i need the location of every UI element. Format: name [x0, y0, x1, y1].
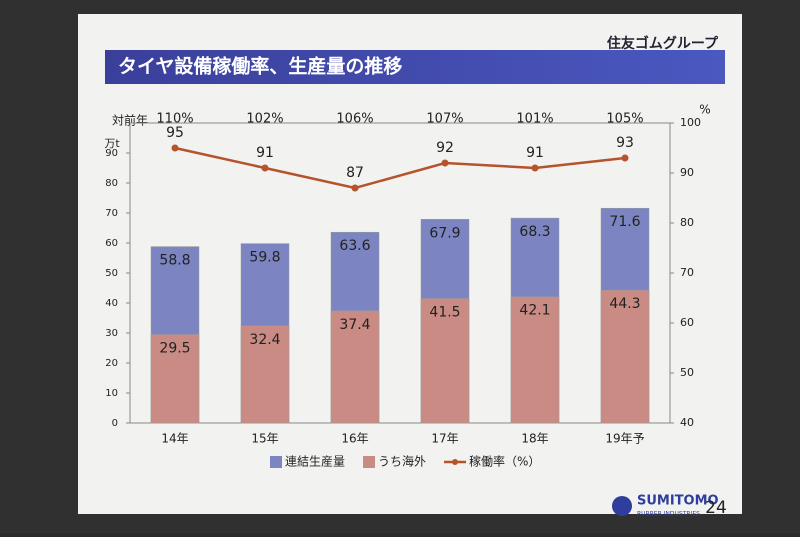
yoy-value: 102%: [246, 112, 283, 127]
page-number: 24: [705, 498, 727, 518]
bar-value-label: 37.4: [339, 317, 370, 333]
yoy-value: 107%: [426, 112, 463, 127]
x-tick-label: 18年: [521, 432, 548, 446]
slide-title: タイヤ設備稼働率、生産量の推移: [118, 55, 402, 78]
x-tick-label: 15年: [251, 432, 278, 446]
bar-value-label: 67.9: [429, 225, 460, 241]
bar: [420, 298, 470, 424]
x-tick-label: 17年: [431, 432, 458, 446]
bar-value-label: 41.5: [429, 305, 460, 321]
y2-tick-label: 80: [680, 216, 694, 229]
bar: [600, 289, 650, 424]
bar-value-label: 58.8: [159, 253, 190, 269]
y-tick-label: 90: [105, 148, 118, 159]
x-tick-label: 16年: [341, 432, 368, 446]
line-point: [621, 154, 629, 162]
y2-tick-label: 70: [680, 266, 694, 279]
bar-value-label: 29.5: [159, 341, 190, 357]
line-point: [531, 164, 539, 172]
line-value-label: 87: [346, 165, 364, 181]
bar-value-label: 42.1: [519, 303, 550, 319]
y2-tick-label: 50: [680, 366, 694, 379]
line-value-label: 93: [616, 135, 634, 151]
y-tick-label: 20: [105, 358, 118, 369]
y2-tick-label: 90: [680, 166, 694, 179]
line-point: [351, 184, 359, 192]
legend-swatch: [363, 456, 376, 468]
company: SUMITOMO: [637, 494, 719, 509]
legend-label: うち海外: [378, 454, 426, 469]
line-point: [171, 144, 179, 152]
bar-value-label: 44.3: [609, 296, 640, 312]
y-tick-label: 60: [105, 238, 118, 249]
yoy-value: 101%: [516, 112, 553, 127]
bar: [240, 325, 290, 424]
bar-value-label: 71.6: [609, 214, 640, 230]
line-point: [441, 159, 449, 167]
y-tick-label: 80: [105, 178, 118, 189]
line: [174, 146, 626, 190]
yoy-value: 106%: [336, 112, 373, 127]
y2-unit: %: [699, 103, 710, 117]
bar: [510, 296, 560, 424]
y-tick-label: 30: [105, 328, 118, 339]
y-tick-label: 70: [105, 208, 118, 219]
y-unit: 万t: [104, 137, 120, 150]
line-value-label: 91: [256, 145, 274, 161]
y2-tick-label: 40: [680, 416, 694, 429]
legend-swatch-point: [452, 459, 459, 465]
bar-value-label: 68.3: [519, 224, 550, 240]
bar-value-label: 59.8: [249, 250, 280, 266]
yoy-value: 105%: [606, 112, 643, 127]
legend-label: 稼働率（%）: [469, 454, 540, 469]
y2-tick-label: 60: [680, 316, 694, 329]
y-tick-label: 40: [105, 298, 118, 309]
line-value-label: 92: [436, 140, 454, 156]
x-tick-label: 19年予: [605, 432, 644, 446]
brand: 住友ゴムグループ: [607, 35, 719, 52]
y-tick-label: 0: [112, 418, 118, 429]
legend-swatch: [270, 456, 282, 468]
x-tick-label: 14年: [161, 432, 188, 446]
line-value-label: 91: [526, 145, 544, 161]
line-value-label: 95: [166, 125, 184, 141]
y-tick-label: 10: [105, 388, 118, 399]
yoy-label: 対前年: [112, 113, 148, 128]
line-point: [261, 164, 269, 172]
bar-value-label: 63.6: [339, 238, 370, 254]
bar: [150, 334, 200, 424]
title-bar: [105, 50, 725, 84]
y-tick-label: 50: [105, 268, 118, 279]
legend-label: 連結生産量: [285, 454, 345, 469]
company-sub: RUBBER INDUSTRIES: [637, 511, 700, 518]
y2-tick-label: 100: [680, 116, 701, 129]
logo-mark: [612, 496, 632, 516]
bar-value-label: 32.4: [249, 332, 280, 348]
yoy-value: 110%: [156, 112, 193, 127]
bar: [330, 310, 380, 424]
